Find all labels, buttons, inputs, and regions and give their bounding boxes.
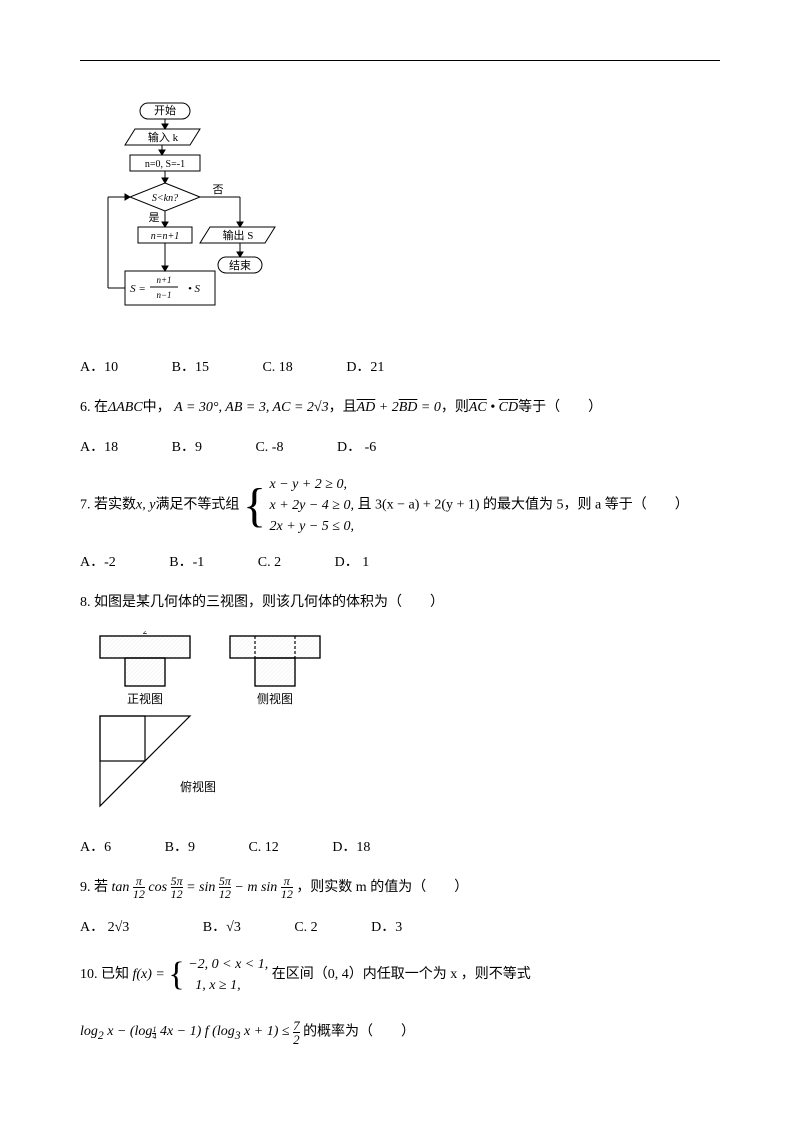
q8-text: 8. 如图是某几何体的三视图，则该几何体的体积为（ ）	[80, 595, 444, 610]
fc-start: 开始	[154, 103, 176, 117]
q7-pre: 7. 若实数	[80, 498, 136, 513]
q10: 10. 已知 f(x) = { −2, 0 < x < 1, 1, x ≥ 1,…	[80, 954, 720, 996]
q7-opt-a: A．-2	[80, 551, 116, 571]
q9-opt-a: A． 2√3	[80, 916, 129, 936]
q6-opt-b: B．9	[172, 436, 202, 456]
q7-options: A．-2 B．-1 C. 2 D． 1	[80, 551, 720, 571]
q10-pre: 10. 已知	[80, 967, 129, 982]
q9-end: ，则实数 m 的值为（ ）	[296, 880, 468, 895]
q10-l1: −2, 0 < x < 1,	[188, 954, 268, 975]
q5-options: A．10 B．15 C. 18 D．21	[80, 356, 720, 376]
q8-opt-c: C. 12	[248, 840, 278, 856]
q6: 6. 在ΔABC中， A = 30°, AB = 3, AC = 2√3，且AD…	[80, 394, 720, 422]
q10-mid: 在区间（0, 4）内任取一个为 x ，则不等式	[272, 967, 531, 982]
q9-opt-c: C. 2	[294, 920, 317, 936]
q9: 9. 若 tan π12 cos 5π12 = sin 5π12 − m sin…	[80, 874, 720, 902]
q5-opt-b: B．15	[172, 356, 209, 376]
q6-vec4: CD	[499, 400, 518, 415]
q7-opt-c: C. 2	[258, 555, 281, 571]
q8-opt-d: D．18	[332, 836, 370, 856]
q10-l2: 1, x ≥ 1,	[188, 975, 268, 996]
q5-opt-c: C. 18	[262, 360, 292, 376]
q9-options: A． 2√3 B．√3 C. 2 D．3	[80, 916, 720, 936]
svg-text:2: 2	[143, 631, 148, 636]
fc-input: 输入 k	[148, 130, 179, 144]
q6-mid1: 中，	[143, 400, 171, 415]
fc-end: 结束	[229, 259, 251, 272]
q10-frac-bot: 2	[293, 1033, 300, 1046]
fc-no: 否	[213, 184, 224, 196]
q7-xy: x, y	[136, 498, 155, 513]
q6-opt-a: A．18	[80, 436, 118, 456]
q10-ineq: log2 x − (log14 4x − 1) f (log3 x + 1) ≤…	[80, 1018, 720, 1047]
q10-eq: log2 x − (log14 4x − 1) f (log3 x + 1) ≤…	[80, 1024, 303, 1039]
q6-end: 等于（ ）	[518, 400, 602, 415]
front-label: 正视图	[127, 691, 163, 706]
q6-pre: 6. 在	[80, 400, 108, 415]
fc-output: 输出 S	[223, 228, 254, 242]
q7: 7. 若实数x, y满足不等式组 { x − y + 2 ≥ 0, x + 2y…	[80, 474, 720, 537]
top-label: 俯视图	[180, 779, 216, 794]
q6-mid3: ，则	[441, 400, 469, 415]
q8-options: A．6 B．9 C. 12 D．18	[80, 836, 720, 856]
q6-options: A．18 B．9 C. -8 D． -6	[80, 436, 720, 456]
q10-fx: f(x) =	[133, 967, 165, 982]
side-label: 侧视图	[257, 691, 293, 706]
q7-opt-d: D． 1	[335, 551, 370, 571]
q6-eqz: = 0	[417, 400, 440, 415]
q6-eq1: A = 30°, AB = 3, AC = 2√3	[174, 400, 328, 415]
q9-eq: tan π12 cos 5π12 = sin 5π12 − m sin π12	[112, 880, 297, 895]
q6-opt-c: C. -8	[255, 440, 283, 456]
three-views: 2 正视图 侧视图 俯视图	[90, 631, 720, 826]
q8-opt-b: B．9	[165, 836, 195, 856]
q6-vec3: AC	[469, 400, 487, 415]
fc-f-right: • S	[188, 283, 201, 295]
q5-opt-d: D．21	[346, 356, 384, 376]
fc-init: n=0, S=-1	[145, 159, 185, 170]
fc-cond: S<kn?	[152, 193, 178, 204]
q9-opt-d: D．3	[371, 916, 402, 936]
q9-opt-b: B．√3	[203, 916, 241, 936]
q6-opt-d: D． -6	[337, 436, 376, 456]
q7-opt-b: B．-1	[169, 551, 204, 571]
q6-vec2: BD	[399, 400, 418, 415]
q10-end: 的概率为（ ）	[303, 1025, 415, 1040]
page-top-rule	[80, 60, 720, 61]
q6-plus: + 2	[375, 400, 398, 415]
fc-yes: 是	[149, 211, 160, 224]
q6-vec1: AD	[357, 400, 376, 415]
q10-frac-top: 7	[293, 1019, 300, 1033]
fc-inc: n=n+1	[151, 231, 180, 242]
flowchart: 开始 输入 k n=0, S=-1 S<kn? 否 是 n=n+1 输出 S 结…	[90, 101, 720, 336]
q7-brace: { x − y + 2 ≥ 0, x + 2y − 4 ≥ 0, 2x + y …	[243, 474, 354, 537]
q6-mid2: ，且	[329, 400, 357, 415]
q7-l3: 2x + y − 5 ≤ 0,	[269, 516, 354, 537]
fc-f-top: n+1	[156, 275, 171, 285]
q6-dot: •	[487, 400, 499, 415]
q7-l2: x + 2y − 4 ≥ 0,	[269, 495, 354, 516]
q7-l1: x − y + 2 ≥ 0,	[269, 474, 354, 495]
q8-opt-a: A．6	[80, 836, 111, 856]
q7-after: 且 3(x − a) + 2(y + 1) 的最大值为 5，则 a 等于（ ）	[358, 498, 689, 513]
q8: 8. 如图是某几何体的三视图，则该几何体的体积为（ ）	[80, 589, 720, 617]
fc-f-left: S =	[130, 283, 146, 295]
q10-brace: { −2, 0 < x < 1, 1, x ≥ 1,	[168, 954, 268, 996]
q6-delta: ΔABC	[108, 400, 143, 415]
q7-mid: 满足不等式组	[155, 498, 239, 513]
fc-f-bot: n−1	[156, 290, 171, 300]
q9-pre: 9. 若	[80, 880, 108, 895]
q5-opt-a: A．10	[80, 356, 118, 376]
